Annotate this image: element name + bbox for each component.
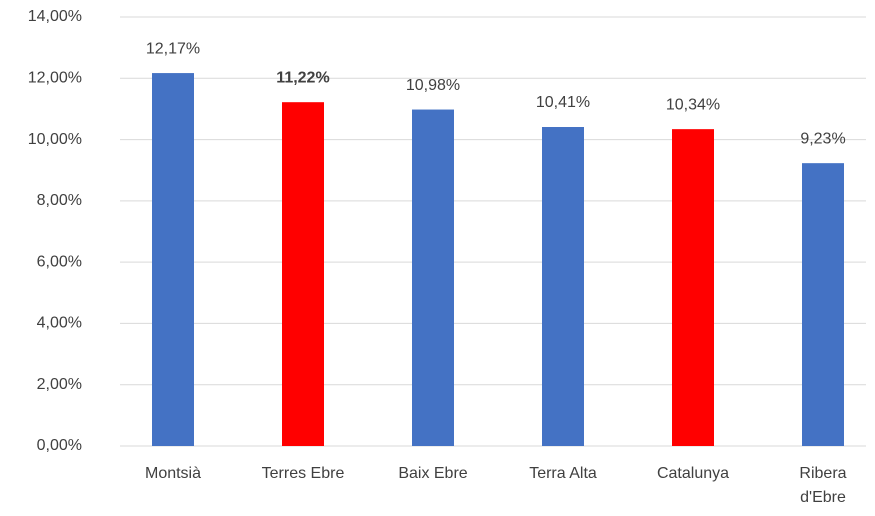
value-label: 10,98% bbox=[406, 77, 460, 94]
x-tick-label: Terra Alta bbox=[529, 465, 597, 482]
bar bbox=[802, 163, 844, 446]
bar bbox=[412, 109, 454, 446]
x-tick-label: Terres Ebre bbox=[261, 465, 345, 482]
x-tick-label: Catalunya bbox=[656, 465, 730, 482]
y-tick-label: 2,00% bbox=[37, 376, 82, 393]
bar bbox=[672, 129, 714, 446]
value-label: 10,41% bbox=[536, 94, 590, 111]
x-tick-label: Ribera d'Ebre bbox=[799, 465, 847, 506]
y-tick-label: 4,00% bbox=[37, 315, 82, 332]
bar bbox=[282, 102, 324, 447]
x-tick-label: Baix Ebre bbox=[398, 465, 468, 482]
x-tick-label: Montsià bbox=[144, 465, 202, 482]
y-tick-label: 14,00% bbox=[28, 8, 82, 25]
y-tick-label: 12,00% bbox=[28, 70, 82, 87]
value-label: 9,23% bbox=[800, 130, 845, 147]
y-tick-label: 0,00% bbox=[37, 437, 82, 454]
y-tick-label: 6,00% bbox=[37, 253, 82, 270]
value-label: 10,34% bbox=[666, 96, 720, 113]
y-tick-label: 10,00% bbox=[28, 131, 82, 148]
bar bbox=[152, 73, 194, 447]
bar bbox=[542, 127, 584, 446]
y-tick-label: 8,00% bbox=[37, 192, 82, 209]
value-label: 12,17% bbox=[146, 40, 200, 57]
value-label: 11,22% bbox=[276, 69, 329, 86]
